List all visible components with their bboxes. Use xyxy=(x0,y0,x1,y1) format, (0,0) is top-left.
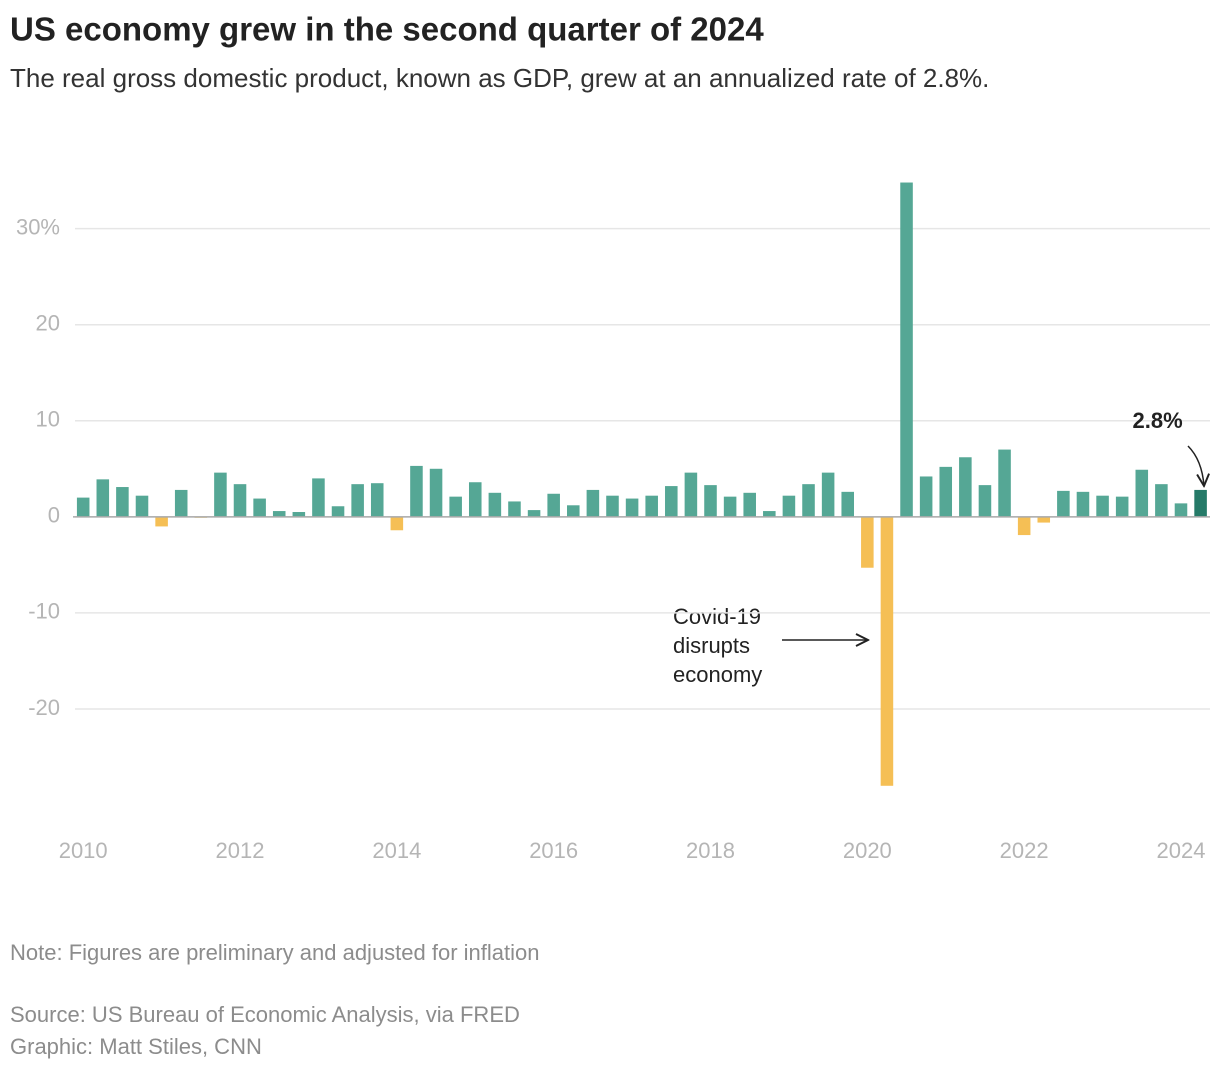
bar xyxy=(155,516,168,527)
bar xyxy=(1174,503,1188,517)
bar xyxy=(96,479,110,517)
bar xyxy=(1155,484,1168,517)
bar xyxy=(841,491,855,517)
bar xyxy=(665,486,678,517)
bar xyxy=(233,484,247,517)
x-tick-label: 2022 xyxy=(1000,838,1049,863)
chart-subtitle: The real gross domestic product, known a… xyxy=(10,63,989,93)
bar xyxy=(763,511,776,517)
bar xyxy=(723,496,737,517)
bar xyxy=(586,489,600,517)
bar xyxy=(959,457,972,517)
y-tick-label: 10 xyxy=(36,407,60,432)
bar xyxy=(508,501,521,517)
bar xyxy=(410,465,423,517)
bar xyxy=(1037,516,1051,523)
bar xyxy=(449,496,462,517)
bar xyxy=(253,498,266,517)
bar xyxy=(743,492,756,517)
bar xyxy=(76,497,90,517)
bar xyxy=(939,466,953,517)
bar xyxy=(1076,491,1090,517)
y-tick-label: 20 xyxy=(36,311,60,336)
x-tick-label: 2014 xyxy=(372,838,421,863)
bar xyxy=(390,516,404,531)
x-tick-label: 2024 xyxy=(1157,838,1206,863)
bar xyxy=(978,485,992,517)
bar xyxy=(606,495,619,517)
bar xyxy=(567,505,580,517)
x-tick-label: 2012 xyxy=(216,838,265,863)
bar xyxy=(861,516,874,568)
bar xyxy=(1096,495,1109,517)
bar xyxy=(331,506,345,517)
bar xyxy=(684,472,698,517)
note: Note: Figures are preliminary and adjust… xyxy=(10,940,540,965)
bar xyxy=(468,482,482,517)
bar xyxy=(135,495,149,517)
x-tick-label: 2020 xyxy=(843,838,892,863)
annotation: Covid-19 xyxy=(673,604,761,629)
y-tick-label: -20 xyxy=(28,695,60,720)
y-tick-label: 30% xyxy=(16,214,60,239)
bar xyxy=(527,510,541,517)
annotation: economy xyxy=(673,662,762,687)
bar xyxy=(900,182,913,517)
bar xyxy=(880,516,894,786)
chart-title: US economy grew in the second quarter of… xyxy=(10,11,764,48)
bar xyxy=(351,484,364,517)
bar xyxy=(821,472,835,517)
source: Source: US Bureau of Economic Analysis, … xyxy=(10,1002,520,1027)
value-label: 2.8% xyxy=(1133,408,1183,433)
bar xyxy=(1017,516,1031,536)
bar xyxy=(292,512,306,517)
bar xyxy=(1115,496,1129,517)
bar xyxy=(429,468,443,517)
bar xyxy=(1194,489,1207,517)
bar xyxy=(704,485,717,517)
bar xyxy=(312,478,325,517)
bar xyxy=(116,487,129,517)
bar xyxy=(802,484,815,517)
bar xyxy=(645,495,658,517)
bar xyxy=(547,493,560,517)
bar xyxy=(625,498,639,517)
y-tick-label: -10 xyxy=(28,599,60,624)
bar xyxy=(174,489,188,517)
bar xyxy=(488,492,502,517)
annotation: disrupts xyxy=(673,633,750,658)
bar xyxy=(214,472,227,517)
label-arrow xyxy=(1187,445,1204,486)
y-tick-label: 0 xyxy=(48,503,60,528)
x-tick-label: 2016 xyxy=(529,838,578,863)
bar xyxy=(1135,469,1149,517)
bar xyxy=(1057,490,1070,517)
x-tick-label: 2010 xyxy=(59,838,108,863)
bar xyxy=(782,495,796,517)
bar xyxy=(919,476,933,517)
bar xyxy=(272,511,286,517)
credit: Graphic: Matt Stiles, CNN xyxy=(10,1034,262,1059)
bar xyxy=(998,449,1011,517)
bar xyxy=(370,483,384,517)
x-tick-label: 2018 xyxy=(686,838,735,863)
